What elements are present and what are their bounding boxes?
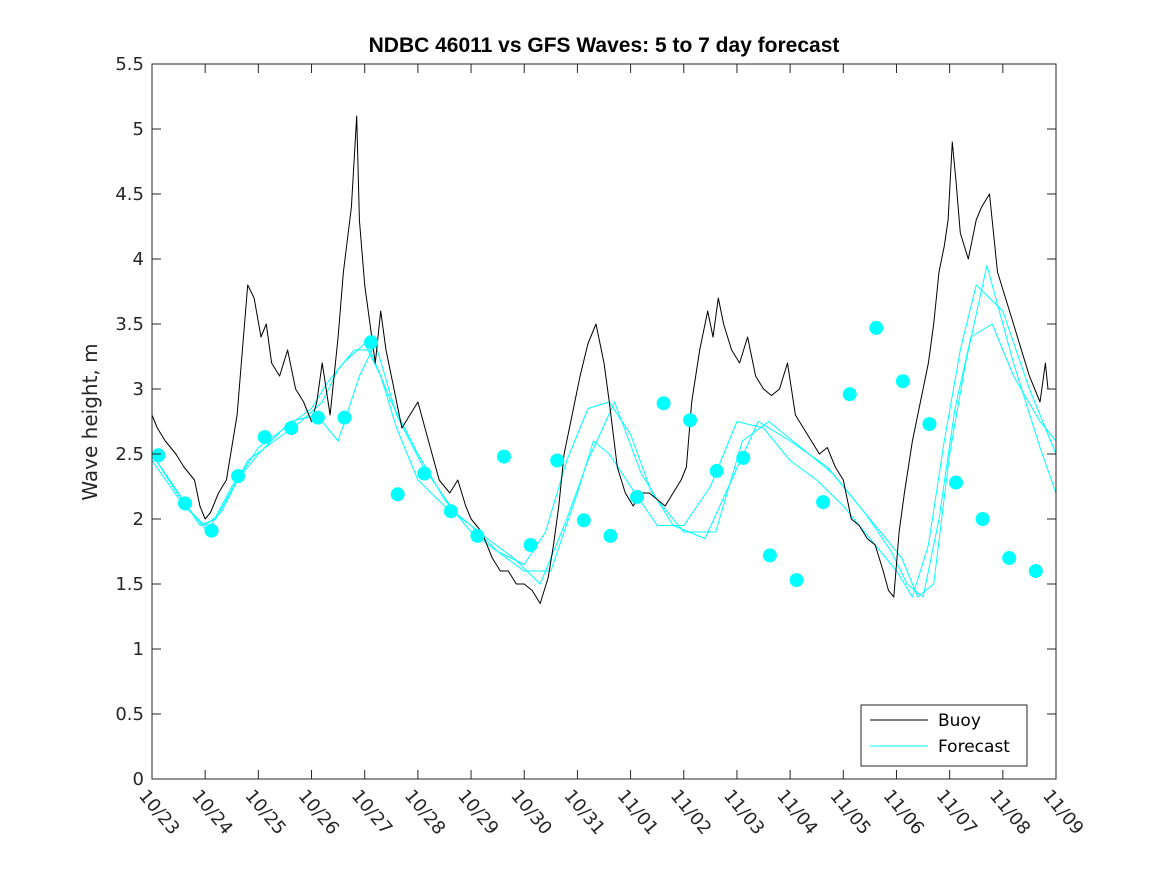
forecast-marker bbox=[417, 466, 432, 481]
forecast-marker bbox=[1028, 564, 1043, 578]
forecast-marker bbox=[603, 528, 618, 543]
forecast-marker bbox=[949, 475, 963, 490]
forecast-marker bbox=[257, 430, 272, 445]
forecast-marker bbox=[550, 453, 565, 468]
forecast-marker bbox=[789, 573, 804, 588]
forecast-marker bbox=[390, 487, 405, 502]
forecast-marker bbox=[231, 469, 246, 484]
forecast-marker bbox=[310, 410, 325, 425]
forecast-marker bbox=[895, 374, 910, 389]
forecast-marker bbox=[497, 449, 511, 464]
forecast-marker bbox=[470, 528, 485, 543]
legend-buoy-label: Buoy bbox=[938, 711, 981, 731]
y-tick-label: 3 bbox=[133, 379, 144, 400]
forecast-marker bbox=[151, 448, 166, 463]
forecast-marker bbox=[178, 496, 192, 511]
buoy-series-line bbox=[151, 115, 1049, 604]
legend-box bbox=[860, 704, 1028, 767]
forecast-marker bbox=[762, 548, 777, 563]
y-tick-label: 0 bbox=[133, 769, 144, 790]
forecast-marker bbox=[364, 335, 379, 350]
y-tick-label: 2 bbox=[133, 509, 144, 530]
forecast-marker bbox=[869, 320, 884, 335]
y-tick-label: 1.5 bbox=[115, 574, 144, 595]
forecast-marker bbox=[443, 504, 458, 519]
forecast-marker bbox=[630, 489, 644, 504]
forecast-marker bbox=[736, 450, 751, 465]
y-tick-label: 2.5 bbox=[115, 444, 144, 465]
legend: Buoy Forecast bbox=[860, 704, 1028, 767]
y-tick-label: 0.5 bbox=[115, 704, 144, 725]
forecast-marker bbox=[576, 513, 591, 528]
y-tick-label: 1 bbox=[133, 639, 144, 660]
axes-box bbox=[151, 63, 1057, 780]
legend-forecast-label: Forecast bbox=[938, 737, 1010, 757]
forecast-marker bbox=[337, 410, 352, 425]
forecast-marker bbox=[922, 417, 937, 432]
y-axis-label: Wave height, m bbox=[78, 343, 102, 500]
forecast-marker bbox=[204, 523, 219, 538]
forecast-marker bbox=[816, 495, 831, 510]
y-tick-label: 3.5 bbox=[115, 314, 144, 335]
y-tick-label: 5 bbox=[133, 119, 144, 140]
forecast-series-line bbox=[151, 284, 1057, 598]
forecast-marker bbox=[683, 413, 698, 428]
forecast-marker bbox=[709, 463, 724, 478]
markers-layer bbox=[151, 320, 1043, 588]
chart-title: NDBC 46011 vs GFS Waves: 5 to 7 day fore… bbox=[369, 34, 840, 57]
forecast-marker bbox=[975, 512, 990, 526]
y-tick-label: 4.5 bbox=[115, 184, 144, 205]
y-tick-label: 5.5 bbox=[115, 54, 144, 75]
forecast-marker bbox=[1002, 551, 1017, 565]
forecast-marker bbox=[842, 387, 857, 402]
forecast-series-line bbox=[151, 323, 1057, 598]
y-tick-label: 4 bbox=[133, 249, 144, 270]
forecast-marker bbox=[284, 421, 299, 435]
forecast-marker bbox=[523, 538, 538, 552]
forecast-marker bbox=[656, 396, 671, 411]
